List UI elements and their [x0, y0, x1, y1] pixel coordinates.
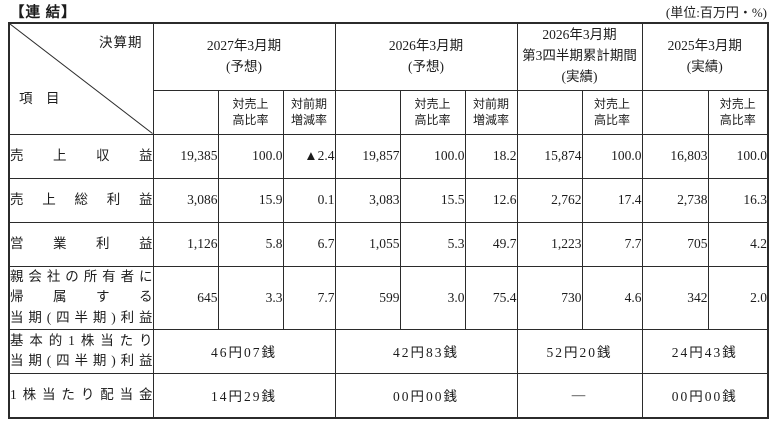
value-cell: 24円43銭 [641, 328, 769, 374]
header-spacer [152, 89, 219, 135]
value-cell: 705 [641, 221, 709, 267]
value-cell: ▲2.4 [282, 133, 336, 179]
value-cell: 2,762 [516, 177, 583, 223]
value-cell: 2.0 [707, 265, 769, 330]
row-label: 売 上 総 利 益 [8, 177, 154, 223]
value-cell: 100.0 [581, 133, 643, 179]
value-cell: 19,857 [334, 133, 401, 179]
row-dividend-per-share: 1株当たり配当金 14円29銭 00円00銭 ― 00円00銭 [8, 372, 769, 419]
row-gross-profit: 売 上 総 利 益 3,086 15.9 0.1 3,083 15.5 12.6… [8, 177, 769, 223]
value-cell: 00円00銭 [334, 372, 518, 419]
row-label: 営 業 利 益 [8, 221, 154, 267]
value-cell: 19,385 [152, 133, 219, 179]
value-cell: 645 [152, 265, 219, 330]
value-cell: 7.7 [581, 221, 643, 267]
row-label: 基本的1株当たり 当期(四半期)利益 [8, 328, 154, 374]
header-spacer [334, 89, 401, 135]
header-sub-row: 対売上 高比率 対前期 増減率 対売上 高比率 対前期 増減率 対売上 高比率 … [9, 89, 769, 135]
value-cell: 16,803 [641, 133, 709, 179]
value-cell: 3.3 [217, 265, 284, 330]
subheader-sales-ratio-2025: 対売上 高比率 [707, 89, 769, 135]
header-spacer [516, 89, 583, 135]
value-cell: 49.7 [464, 221, 518, 267]
period-header-2025-actual: 2025年3月期 (実績) [641, 22, 769, 91]
doc-title: 【連 結】 [10, 5, 77, 21]
diagonal-line [10, 24, 152, 133]
value-cell: 3,083 [334, 177, 401, 223]
value-cell: 5.3 [399, 221, 466, 267]
value-cell: 42円83銭 [334, 328, 518, 374]
period-header-2026-q3-actual: 2026年3月期 第3四半期累計期間 (実績) [516, 22, 643, 91]
value-cell: 1,055 [334, 221, 401, 267]
corner-label-period: 決算期 [99, 35, 143, 50]
value-cell: 1,126 [152, 221, 219, 267]
value-cell: 46円07銭 [152, 328, 336, 374]
corner-label-item: 項 目 [19, 91, 60, 106]
value-cell: 1,223 [516, 221, 583, 267]
financial-results-table: 決算期 項 目 2027年3月期 (予想) 2026年3月期 (予想) 2026… [8, 22, 770, 419]
value-cell: 00円00銭 [641, 372, 769, 419]
value-cell: 52円20銭 [516, 328, 643, 374]
value-cell: 5.8 [217, 221, 284, 267]
value-cell: 599 [334, 265, 401, 330]
value-cell: 730 [516, 265, 583, 330]
subheader-sales-ratio-2026: 対売上 高比率 [399, 89, 466, 135]
value-cell: 4.6 [581, 265, 643, 330]
value-cell: 18.2 [464, 133, 518, 179]
value-cell: 15,874 [516, 133, 583, 179]
value-cell: 342 [641, 265, 709, 330]
value-cell: 3.0 [399, 265, 466, 330]
header-spacer [641, 89, 709, 135]
row-label: 売 上 収 益 [8, 133, 154, 179]
value-cell: 100.0 [707, 133, 769, 179]
value-cell: 14円29銭 [152, 372, 336, 419]
value-cell: 75.4 [464, 265, 518, 330]
subheader-sales-ratio-2026-q3: 対売上 高比率 [581, 89, 643, 135]
value-cell: 15.9 [217, 177, 284, 223]
period-header-2027-forecast: 2027年3月期 (予想) [152, 22, 336, 91]
row-profit-attributable-to-owners: 親会社の所有者に 帰 属 す る 当期(四半期)利益 645 3.3 7.7 5… [8, 265, 769, 330]
value-cell: 7.7 [282, 265, 336, 330]
value-cell: ― [516, 372, 643, 419]
row-label: 親会社の所有者に 帰 属 す る 当期(四半期)利益 [8, 265, 154, 330]
value-cell: 17.4 [581, 177, 643, 223]
value-cell: 3,086 [152, 177, 219, 223]
value-cell: 16.3 [707, 177, 769, 223]
period-header-2026-forecast: 2026年3月期 (予想) [334, 22, 518, 91]
row-basic-eps: 基本的1株当たり 当期(四半期)利益 46円07銭 42円83銭 52円20銭 … [8, 328, 769, 374]
corner-cell: 決算期 項 目 [8, 22, 154, 135]
subheader-sales-ratio-2027: 対売上 高比率 [217, 89, 284, 135]
value-cell: 100.0 [399, 133, 466, 179]
header-period-row: 決算期 項 目 2027年3月期 (予想) 2026年3月期 (予想) 2026… [8, 22, 769, 135]
row-operating-profit: 営 業 利 益 1,126 5.8 6.7 1,055 5.3 49.7 1,2… [8, 221, 769, 267]
subheader-yoy-change-2027: 対前期 増減率 [282, 89, 336, 135]
value-cell: 15.5 [399, 177, 466, 223]
value-cell: 12.6 [464, 177, 518, 223]
subheader-yoy-change-2026: 対前期 増減率 [464, 89, 518, 135]
row-label: 1株当たり配当金 [8, 372, 154, 419]
value-cell: 0.1 [282, 177, 336, 223]
value-cell: 4.2 [707, 221, 769, 267]
value-cell: 100.0 [217, 133, 284, 179]
value-cell: 6.7 [282, 221, 336, 267]
unit-note: (単位:百万円・%) [665, 5, 767, 20]
value-cell: 2,738 [641, 177, 709, 223]
row-revenue: 売 上 収 益 19,385 100.0 ▲2.4 19,857 100.0 1… [8, 133, 769, 179]
